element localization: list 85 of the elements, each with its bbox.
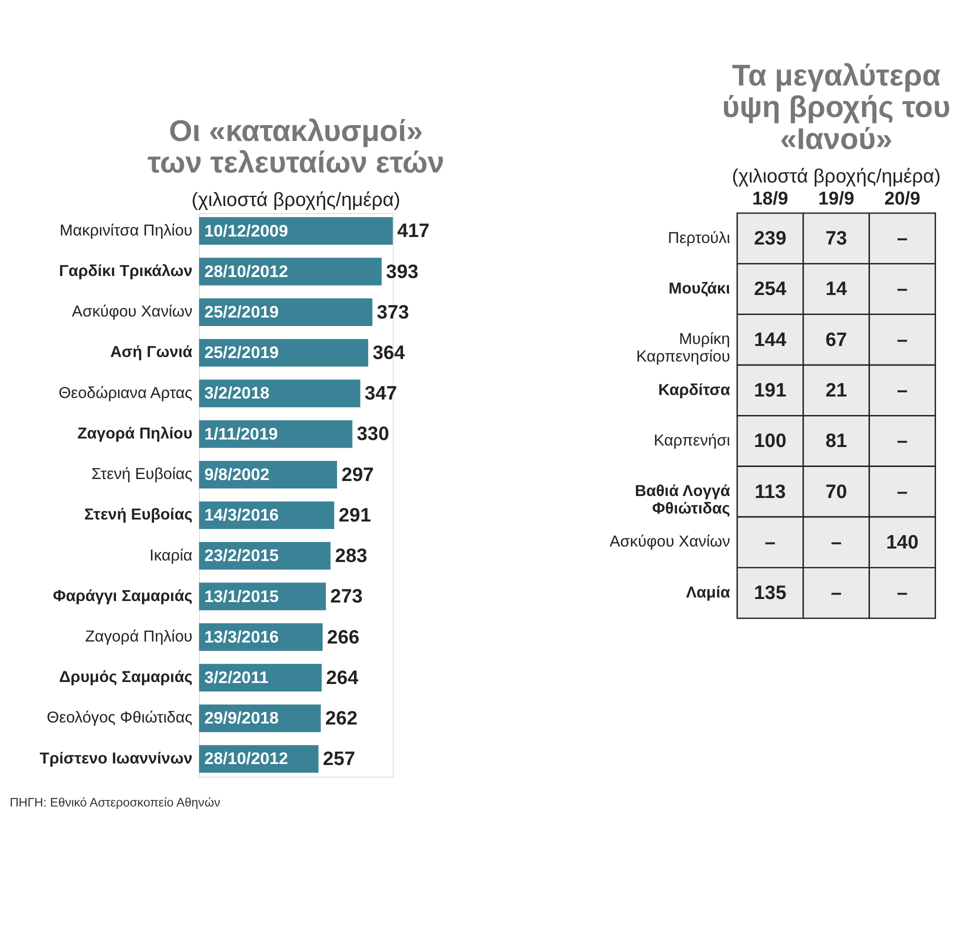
y-tick-label: Θεοδώριανα Αρτας: [58, 384, 193, 402]
text: –: [896, 430, 908, 452]
y-tick-label: Περτούλι: [668, 230, 731, 247]
chart-subtitle: (χιλιοστά βροχής/ημέρα): [732, 165, 941, 188]
data-label: 73: [825, 228, 848, 250]
annotation: 28/10/2012: [204, 749, 288, 768]
text: –: [896, 582, 908, 604]
annotation: 25/2/2019: [204, 343, 279, 362]
text: ΠΗΓΗ: Εθνικό Αστεροσκοπείο Αθηνών: [10, 796, 220, 810]
data-label: 14: [825, 278, 848, 300]
chart-title: Οι «κατακλυσμοί» των τελευταίων ετών: [148, 114, 444, 180]
annotation: 1/11/2019: [204, 424, 278, 444]
y-tick-label: Στενή Ευβοίας: [91, 466, 193, 484]
annotation: 28/10/2012: [204, 262, 288, 281]
data-label: 266: [327, 626, 360, 648]
annotation: 9/8/2002: [204, 464, 270, 484]
annotation: 29/9/2018: [204, 708, 279, 728]
text: –: [896, 328, 908, 351]
y-tick-label: Μυρίκη Καρπενησίου: [636, 331, 730, 366]
y-tick-label: Τρίστενο Ιωαννίνων: [40, 750, 193, 768]
data-label: 364: [372, 342, 406, 364]
text: –: [896, 228, 908, 250]
y-tick-label: Βαθιά Λογγά Φθιώτιδας: [634, 483, 730, 518]
annotation: 10/12/2009: [204, 221, 288, 240]
y-tick-label: Ασή Γωνιά: [110, 344, 193, 362]
data-label: 140: [886, 531, 918, 554]
data-label: 283: [334, 545, 368, 568]
data-label: 70: [825, 480, 848, 503]
bar: [199, 420, 352, 448]
y-tick-label: Μουζάκι: [668, 280, 730, 298]
data-label: 21: [825, 380, 848, 402]
y-tick-label: Ασκύφου Χανίων: [72, 304, 193, 321]
y-tick-label: Φαράγγι Σαμαριάς: [52, 588, 192, 605]
data-label: 347: [364, 382, 397, 405]
text: –: [830, 582, 842, 604]
annotation: 3/2/2018: [204, 384, 270, 403]
data-label: 113: [754, 480, 786, 503]
annotation: 13/1/2015: [204, 586, 279, 606]
data-label: 297: [341, 464, 374, 486]
y-tick-label: Μακρινίτσα Πηλίου: [60, 222, 192, 240]
data-label: 100: [754, 430, 786, 452]
text: –: [896, 480, 908, 503]
data-label: 417: [397, 220, 430, 242]
y-tick-label: Γαρδίκι Τρικάλων: [58, 262, 193, 280]
x-tick-label: 19/9: [818, 188, 854, 209]
data-label: 135: [754, 582, 787, 604]
x-tick-label: 18/9: [752, 188, 788, 209]
text: –: [764, 531, 776, 554]
y-tick-label: Λαμία: [686, 584, 730, 602]
data-label: 81: [825, 430, 848, 452]
data-label: 144: [754, 328, 787, 351]
text: –: [896, 278, 908, 300]
bar: [199, 380, 360, 408]
data-label: 67: [825, 328, 848, 351]
data-label: 330: [356, 423, 390, 446]
y-tick-label: Καρδίτσα: [658, 382, 730, 399]
data-label: 254: [754, 278, 787, 300]
text: –: [896, 380, 908, 402]
data-label: 262: [325, 707, 358, 730]
y-tick-label: Θεολόγος Φθιώτιδας: [46, 710, 193, 727]
annotation: 14/3/2016: [204, 506, 279, 525]
y-tick-label: Ζαγορά Πηλίου: [85, 628, 192, 646]
annotation: 25/2/2019: [204, 302, 279, 322]
data-label: 191: [754, 380, 787, 402]
data-label: 264: [326, 666, 359, 689]
bar: [199, 217, 393, 245]
data-label: 273: [330, 586, 363, 608]
x-tick-label: 20/9: [884, 188, 920, 209]
y-tick-label: Ζαγορά Πηλίου: [77, 425, 192, 442]
data-label: 291: [338, 504, 372, 526]
text: –: [830, 531, 842, 554]
y-tick-label: Ικαρία: [149, 547, 192, 564]
data-label: 393: [386, 260, 419, 283]
annotation: 3/2/2011: [204, 668, 268, 687]
y-tick-label: Καρπενήσι: [654, 432, 731, 450]
chart-subtitle: (χιλιοστά βροχής/ημέρα): [192, 189, 400, 212]
chart-title: Τα μεγαλύτερα ύψη βροχής του «Ιανού»: [722, 59, 950, 156]
data-label: 239: [754, 228, 787, 250]
y-tick-label: Δρυμός Σαμαριάς: [59, 669, 192, 686]
data-label: 257: [322, 748, 356, 770]
y-tick-label: Ασκύφου Χανίων: [610, 534, 730, 551]
annotation: 23/2/2015: [204, 546, 279, 566]
y-tick-label: Στενή Ευβοίας: [84, 506, 192, 524]
annotation: 13/3/2016: [204, 627, 279, 646]
data-label: 373: [376, 301, 410, 324]
